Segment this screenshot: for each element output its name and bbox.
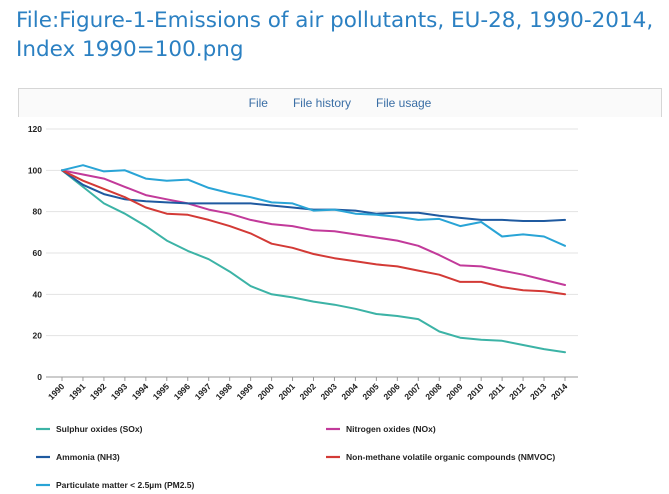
y-tick-label: 120 xyxy=(28,124,42,134)
y-tick-label: 60 xyxy=(33,248,43,258)
emissions-line-chart: 0 20 40 60 80 100 120 1990 1991 1992 1993 1994 1995… xyxy=(28,124,578,490)
x-tick-label: 1995 xyxy=(151,381,172,402)
x-tick-label: 1992 xyxy=(88,381,109,402)
series-lines xyxy=(61,164,566,354)
x-tick-label: 1997 xyxy=(193,381,214,402)
legend-label: Non-methane volatile organic compounds (… xyxy=(346,452,555,462)
x-tick-label: 2011 xyxy=(486,381,506,401)
y-tick-label: 80 xyxy=(33,207,43,217)
legend: Sulphur oxides (SOx) Nitrogen oxides (NOx… xyxy=(36,424,555,490)
series-line-3 xyxy=(61,169,566,222)
series-line-2 xyxy=(61,169,566,286)
y-tick-label: 0 xyxy=(37,372,42,382)
x-tick-label: 2008 xyxy=(423,381,444,402)
legend-label: Ammonia (NH3) xyxy=(56,452,120,462)
x-tick-label: 2000 xyxy=(256,381,277,402)
x-tick-label: 2009 xyxy=(444,381,465,402)
tab-file-history[interactable]: File history xyxy=(292,96,351,110)
x-tick-label: 2003 xyxy=(318,381,339,402)
legend-item: Non-methane volatile organic compounds (… xyxy=(326,452,555,462)
legend-item: Sulphur oxides (SOx) xyxy=(36,424,143,434)
x-tick-label: 1990 xyxy=(46,381,67,402)
x-tick-label: 2002 xyxy=(297,381,318,402)
x-tick-label: 2012 xyxy=(507,381,528,402)
x-tick-label: 1996 xyxy=(172,381,193,402)
y-tick-labels: 0 20 40 60 80 100 120 xyxy=(28,124,42,382)
y-tick-label: 40 xyxy=(33,289,43,299)
tab-file-usage[interactable]: File usage xyxy=(375,96,432,110)
x-tick-label: 2014 xyxy=(549,381,570,402)
legend-item: Ammonia (NH3) xyxy=(36,452,120,462)
legend-label: Particulate matter < 2.5µm (PM2.5) xyxy=(56,480,195,490)
x-tick-label: 2010 xyxy=(465,381,486,402)
legend-label: Sulphur oxides (SOx) xyxy=(56,424,143,434)
x-tick-label: 2005 xyxy=(360,381,381,402)
axes xyxy=(46,376,578,381)
grid-lines xyxy=(46,128,578,337)
legend-item: Nitrogen oxides (NOx) xyxy=(326,424,436,434)
page-title: File:Figure-1-Emissions of air pollutant… xyxy=(16,8,654,62)
legend-item: Particulate matter < 2.5µm (PM2.5) xyxy=(36,480,195,490)
x-tick-label: 1999 xyxy=(235,381,256,402)
x-tick-label: 2013 xyxy=(528,381,549,402)
series-line-5 xyxy=(61,164,566,247)
x-tick-label: 1993 xyxy=(109,381,130,402)
series-line-4 xyxy=(61,169,566,296)
file-tabs: File File history File usage xyxy=(18,88,662,117)
x-tick-label: 1994 xyxy=(130,381,151,402)
x-tick-label: 1998 xyxy=(214,381,235,402)
x-tick-labels: 1990 1991 1992 1993 1994 1995 1996 1997 1998 1999… xyxy=(46,381,570,402)
x-tick-label: 2006 xyxy=(381,381,402,402)
y-tick-label: 20 xyxy=(33,331,43,341)
legend-label: Nitrogen oxides (NOx) xyxy=(346,424,436,434)
x-tick-label: 2007 xyxy=(402,381,423,402)
series-line-1 xyxy=(61,169,566,354)
x-tick-label: 2001 xyxy=(277,381,298,402)
x-tick-label: 1991 xyxy=(67,381,88,402)
x-tick-label: 2004 xyxy=(339,381,360,402)
tab-file[interactable]: File xyxy=(248,96,268,110)
y-tick-label: 100 xyxy=(28,165,42,175)
